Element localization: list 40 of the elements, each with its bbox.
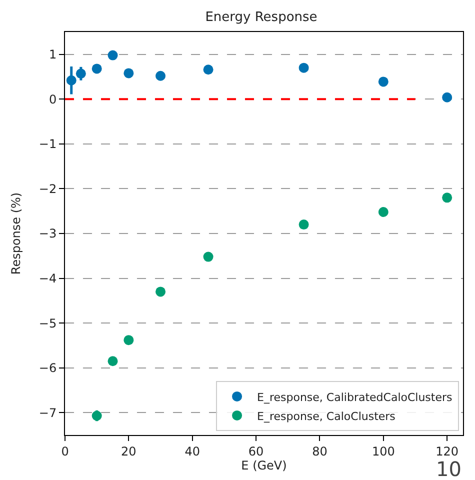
y-tick-label: −7 <box>38 406 57 420</box>
x-tick-label: 100 <box>372 444 395 458</box>
y-tick-label: −2 <box>38 182 57 196</box>
point <box>156 286 166 297</box>
chart-title: Energy Response <box>205 10 318 26</box>
y-tick-label: −3 <box>38 226 57 241</box>
point <box>92 410 102 421</box>
point <box>203 64 214 75</box>
point <box>66 75 76 86</box>
point <box>76 68 86 79</box>
y-tick-label: −5 <box>38 316 57 330</box>
text: 10 <box>436 457 462 480</box>
point <box>203 252 214 262</box>
x-axis-title: E (GeV) <box>241 458 287 472</box>
point <box>92 64 102 74</box>
point <box>442 192 452 203</box>
y-tick-label: −4 <box>38 271 57 286</box>
y-tick-label: −1 <box>38 137 57 152</box>
x-tick-label: 40 <box>184 444 200 458</box>
x-tick-label: 60 <box>248 444 264 458</box>
point <box>124 335 134 346</box>
y-axis-title: Response (%) <box>9 192 24 275</box>
y-tick-label: 0 <box>48 92 57 106</box>
x-tick-label: 80 <box>312 444 328 458</box>
point <box>442 92 452 102</box>
point <box>156 70 166 81</box>
y-tick-label: 1 <box>48 48 57 62</box>
point <box>108 356 118 366</box>
point <box>124 68 134 78</box>
legend-label: E_response, CalibratedCaloClusters <box>257 390 453 404</box>
point <box>298 220 309 230</box>
y-tick-label: −6 <box>38 361 57 376</box>
point <box>378 207 388 218</box>
point <box>298 62 309 73</box>
x-tick-label: 0 <box>61 444 69 458</box>
point <box>108 50 118 60</box>
x-tick-label: 120 <box>436 444 459 458</box>
point <box>378 76 388 87</box>
legend-label: E_response, CaloClusters <box>257 410 396 423</box>
x-tick-label: 20 <box>121 444 136 458</box>
